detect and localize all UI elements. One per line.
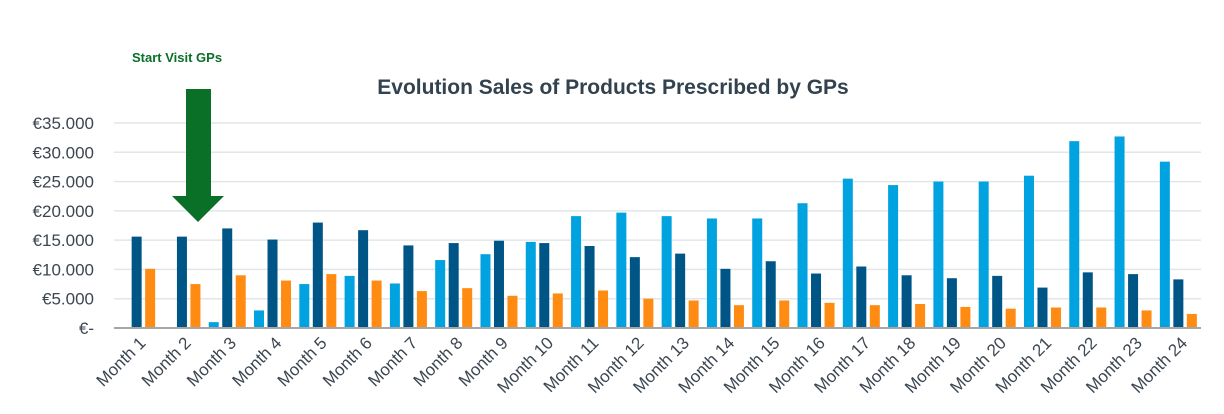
y-tick-label: €20.000 [33,202,94,221]
bar-series-1-month-12 [616,212,627,328]
bar-series-1-month-6 [344,275,355,328]
y-tick-label: €- [79,319,94,338]
bar-series-2-month-15 [765,261,776,328]
bar-series-3-month-17 [869,305,880,328]
bar-series-3-month-21 [1050,307,1061,328]
bar-series-2-month-4 [267,239,278,328]
bar-series-2-month-12 [629,257,640,328]
bar-series-3-month-8 [462,288,473,328]
bar-series-2-month-18 [901,275,912,328]
bar-series-2-month-5 [312,222,323,328]
x-tick-label: Month 4 [228,333,285,390]
bar-series-2-month-21 [1037,287,1048,328]
bar-series-1-month-5 [299,284,310,328]
bar-series-3-month-23 [1141,310,1152,328]
annotation-arrow [172,89,224,222]
bar-series-1-month-23 [1114,136,1125,328]
bar-series-1-month-19 [933,181,944,328]
annotation-start-visit-gps: Start Visit GPs [132,50,223,65]
x-tick-label: Month 5 [274,333,331,390]
bar-series-1-month-14 [706,218,717,328]
bar-series-3-month-3 [235,275,246,328]
x-tick-label: Month 1 [93,333,150,390]
bar-series-2-month-24 [1173,279,1184,328]
y-axis-ticks: €- €5.000 €10.000 €15.000 €20.000 €25.000 €30.… [33,114,94,338]
chart-title: Evolution Sales of Products Prescribed b… [377,76,848,99]
bar-series-1-month-24 [1159,161,1170,328]
bar-series-3-month-14 [733,305,744,328]
bar-series-2-month-19 [946,278,957,328]
x-tick-label: Month 8 [410,333,467,390]
y-tick-label: €5.000 [42,290,94,309]
bar-series-1-month-8 [435,260,446,328]
bar-series-3-month-12 [643,298,654,328]
x-tick-label: Month 7 [364,333,421,390]
bar-series-3-month-1 [145,268,156,328]
x-tick-label: Month 2 [138,333,195,390]
bar-series-2-month-11 [584,246,595,328]
bar-series-1-month-22 [1069,141,1080,328]
bar-series-3-month-13 [688,300,699,328]
bar-series-1-month-21 [1023,175,1034,328]
bar-series-3-month-24 [1186,313,1197,328]
bar-series-1-month-13 [661,216,672,328]
bar-series-3-month-16 [824,302,835,328]
y-tick-label: €30.000 [33,143,94,162]
x-tick-label: Month 6 [319,333,376,390]
bar-series-2-month-7 [403,245,414,328]
bar-series-1-month-7 [389,283,400,328]
bar-series-2-month-9 [493,240,504,328]
bar-series-1-month-17 [842,178,853,328]
bar-series-3-month-19 [960,306,971,328]
bar-series-2-month-1 [131,236,142,328]
bar-series-2-month-22 [1082,272,1093,328]
bar-series-1-month-20 [978,181,989,328]
y-tick-label: €35.000 [33,114,94,133]
bar-series-3-month-2 [190,284,201,328]
bars [131,136,1197,328]
bar-series-2-month-14 [720,268,731,328]
x-tick-label: Month 3 [183,333,240,390]
bar-series-2-month-13 [675,253,686,328]
bar-series-1-month-18 [888,185,899,328]
bar-series-2-month-3 [222,228,233,328]
bar-series-2-month-17 [856,266,867,328]
bar-series-2-month-6 [358,230,369,328]
bar-series-1-month-4 [254,310,265,328]
bar-series-1-month-16 [797,203,808,328]
bar-series-3-month-4 [281,280,292,328]
arrow-head-icon [172,196,224,222]
bar-series-1-month-15 [752,218,763,328]
bar-series-1-month-3 [208,322,219,328]
bar-series-3-month-22 [1096,307,1107,328]
bar-series-3-month-7 [416,291,427,328]
y-tick-label: €10.000 [33,260,94,279]
bar-series-3-month-5 [326,274,337,328]
bar-series-3-month-15 [779,300,790,328]
y-tick-label: €25.000 [33,173,94,192]
bar-series-3-month-10 [552,293,563,328]
bar-series-1-month-9 [480,254,491,328]
bar-series-2-month-10 [539,243,550,328]
y-tick-label: €15.000 [33,231,94,250]
bar-series-2-month-20 [992,275,1003,328]
gridlines [114,122,1201,300]
bar-series-3-month-9 [507,295,518,328]
arrow-shaft [186,89,211,197]
bar-series-2-month-16 [811,273,822,328]
bar-series-3-month-20 [1005,308,1016,328]
bar-series-3-month-11 [598,290,609,328]
bar-series-1-month-11 [571,216,582,328]
bar-series-2-month-2 [176,236,187,328]
bar-series-3-month-6 [371,280,382,328]
bar-series-2-month-23 [1128,274,1139,328]
bar-series-3-month-18 [915,303,926,328]
bar-series-1-month-10 [525,241,536,328]
bar-series-2-month-8 [448,243,459,328]
